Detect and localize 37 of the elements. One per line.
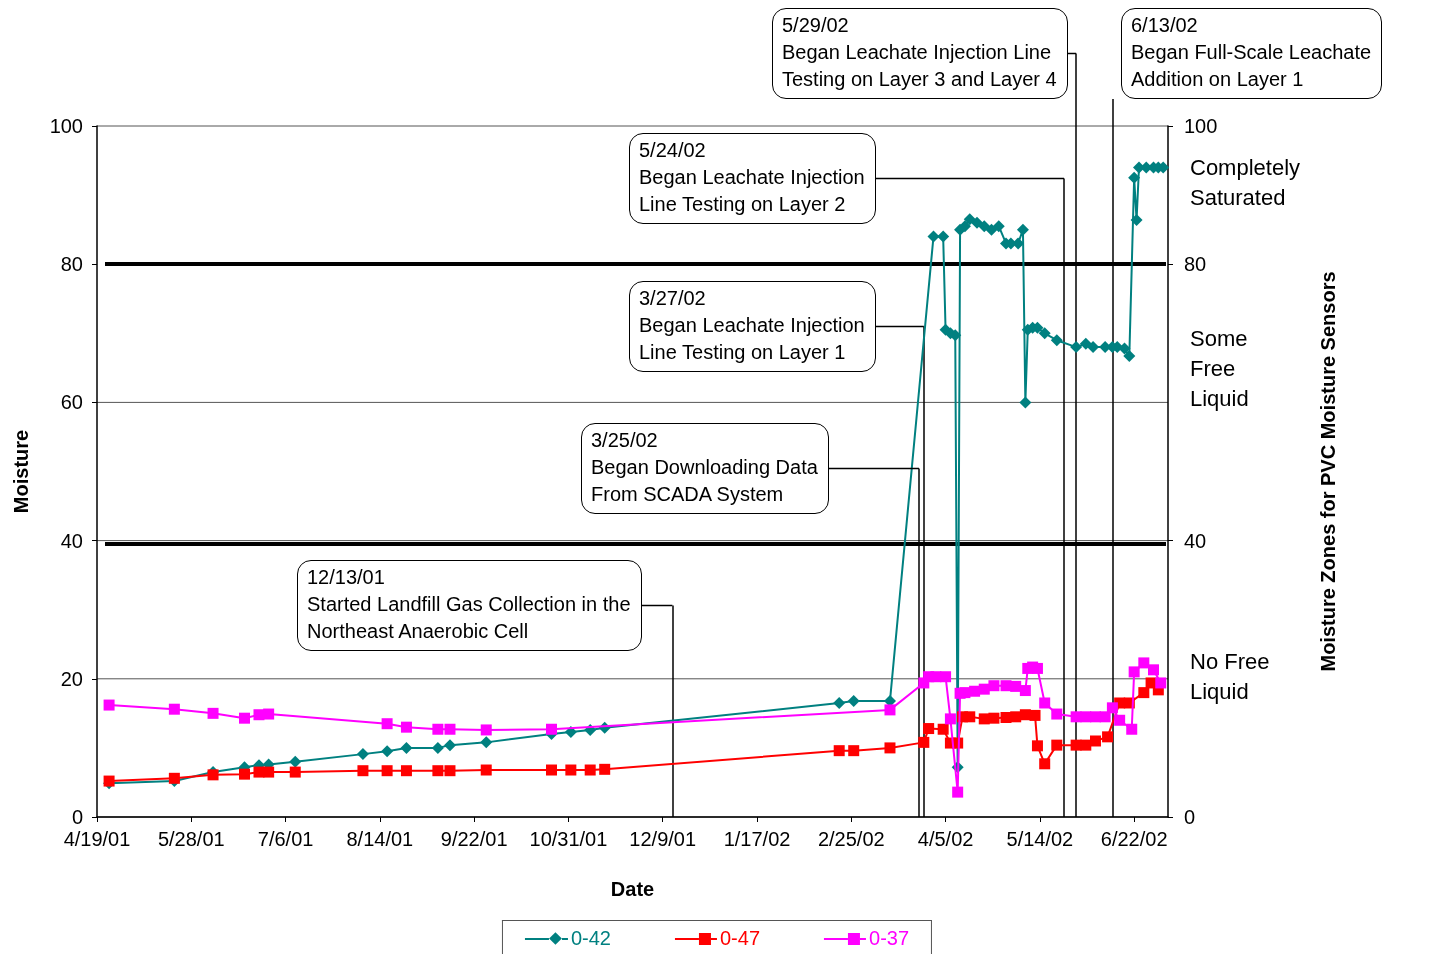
x-tick-label: 12/9/01	[629, 828, 697, 850]
y-tick-label: 60	[60, 391, 83, 414]
x-tick-label: 6/22/02	[1100, 828, 1168, 850]
callout-box: 5/24/02 Began Leachate Injection Line Testing on Layer 2	[629, 133, 876, 224]
x-tick-label: 5/28/01	[157, 828, 225, 850]
x-tick-label: 9/22/01	[440, 828, 508, 850]
y2-tick-label: 80	[1184, 253, 1207, 276]
text: 0-42	[570, 927, 611, 950]
y2-tick-label: 100	[1184, 115, 1218, 137]
y-tick-label: 0	[71, 806, 83, 828]
callout-box: 3/27/02 Began Leachate Injection Line Testing on Layer 1	[629, 281, 876, 372]
x-axis-title: Date	[610, 878, 655, 900]
x-tick-label: 7/6/01	[257, 828, 314, 850]
x-tick-label: 4/5/02	[917, 828, 974, 850]
callout-box: 12/13/01 Started Landfill Gas Collection in the Northeast Anaerobic Cell	[297, 560, 642, 651]
x-tick-label: 8/14/01	[346, 828, 414, 850]
x-tick-label: 5/14/02	[1006, 828, 1074, 850]
text: Completely Saturated	[1190, 154, 1301, 210]
callout-box: 6/13/02 Began Full-Scale Leachate Addition on Layer 1	[1121, 8, 1383, 99]
x-tick-label: 2/25/02	[817, 828, 885, 850]
y2-axis-title: Moisture Zones for PVC Moisture Sensors	[1317, 271, 1339, 672]
callout-box: 3/25/02 Began Downloading Data From SCADA System	[581, 423, 829, 514]
text: 0-47	[719, 927, 761, 950]
y-tick-label: 40	[60, 529, 83, 552]
y2-tick-label: 0	[1184, 806, 1196, 828]
y-tick-label: 20	[60, 667, 83, 690]
x-tick-label: 4/19/01	[63, 828, 131, 850]
y-tick-label: 80	[60, 253, 83, 276]
y2-tick-label: 40	[1184, 529, 1207, 552]
y-tick-label: 100	[49, 115, 83, 137]
text: 0-37	[869, 927, 910, 950]
y-axis-title: Moisture	[10, 429, 32, 514]
text: No Free Liquid	[1190, 648, 1270, 704]
text: Some Free Liquid	[1190, 325, 1249, 411]
callout-box: 5/29/02 Began Leachate Injection Line Testing on Layer 3 and Layer 4	[772, 8, 1068, 99]
x-tick-label: 10/31/01	[529, 828, 608, 850]
x-tick-label: 1/17/02	[723, 828, 791, 850]
